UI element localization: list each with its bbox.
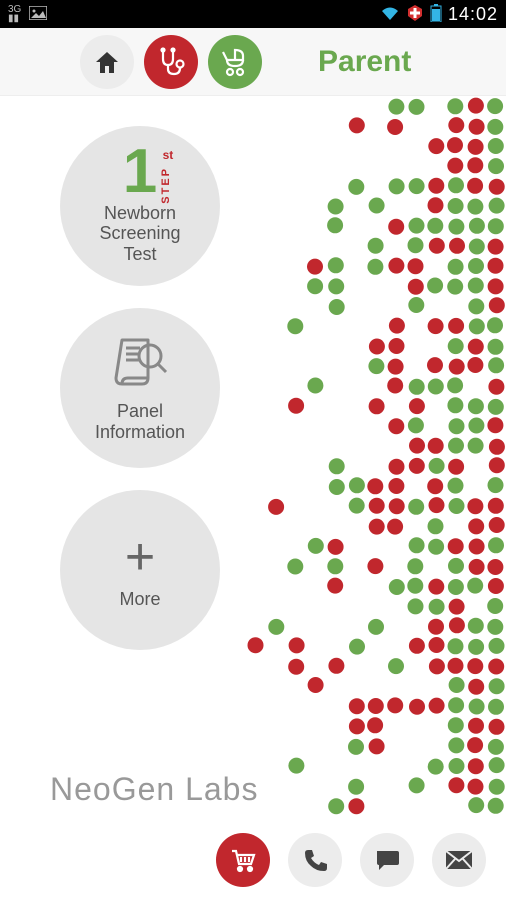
- plus-icon: +: [125, 531, 155, 583]
- menu-label: More: [119, 589, 160, 610]
- swiss-icon: [406, 4, 424, 25]
- page-title: Parent: [318, 45, 411, 79]
- document-search-icon: [110, 334, 170, 395]
- menu-label: Newborn Screening Test: [99, 203, 180, 265]
- dot-field: [246, 96, 506, 816]
- phone-button[interactable]: [288, 833, 342, 887]
- more-button[interactable]: + More: [60, 490, 220, 650]
- first-step-logo: 1 st STEP: [123, 147, 157, 197]
- network-indicator: 3G▮▮: [8, 5, 21, 23]
- battery-icon: [430, 4, 442, 25]
- header-bar: Parent: [0, 28, 506, 96]
- panel-information-button[interactable]: Panel Information: [60, 308, 220, 468]
- picture-icon: [29, 6, 47, 23]
- content-area: 1 st STEP Newborn Screening Test Panel I…: [0, 96, 506, 820]
- clock-text: 14:02: [448, 4, 498, 25]
- status-bar: 3G▮▮ 14:02: [0, 0, 506, 28]
- bottom-bar: [0, 820, 506, 900]
- stethoscope-button[interactable]: [144, 35, 198, 89]
- cart-button[interactable]: [216, 833, 270, 887]
- menu-label: Panel Information: [95, 401, 185, 442]
- chat-button[interactable]: [360, 833, 414, 887]
- stroller-button[interactable]: [208, 35, 262, 89]
- menu-column: 1 st STEP Newborn Screening Test Panel I…: [60, 126, 220, 650]
- wifi-icon: [380, 5, 400, 24]
- mail-button[interactable]: [432, 833, 486, 887]
- brand-label: NeoGen Labs: [50, 771, 258, 808]
- newborn-screening-button[interactable]: 1 st STEP Newborn Screening Test: [60, 126, 220, 286]
- home-button[interactable]: [80, 35, 134, 89]
